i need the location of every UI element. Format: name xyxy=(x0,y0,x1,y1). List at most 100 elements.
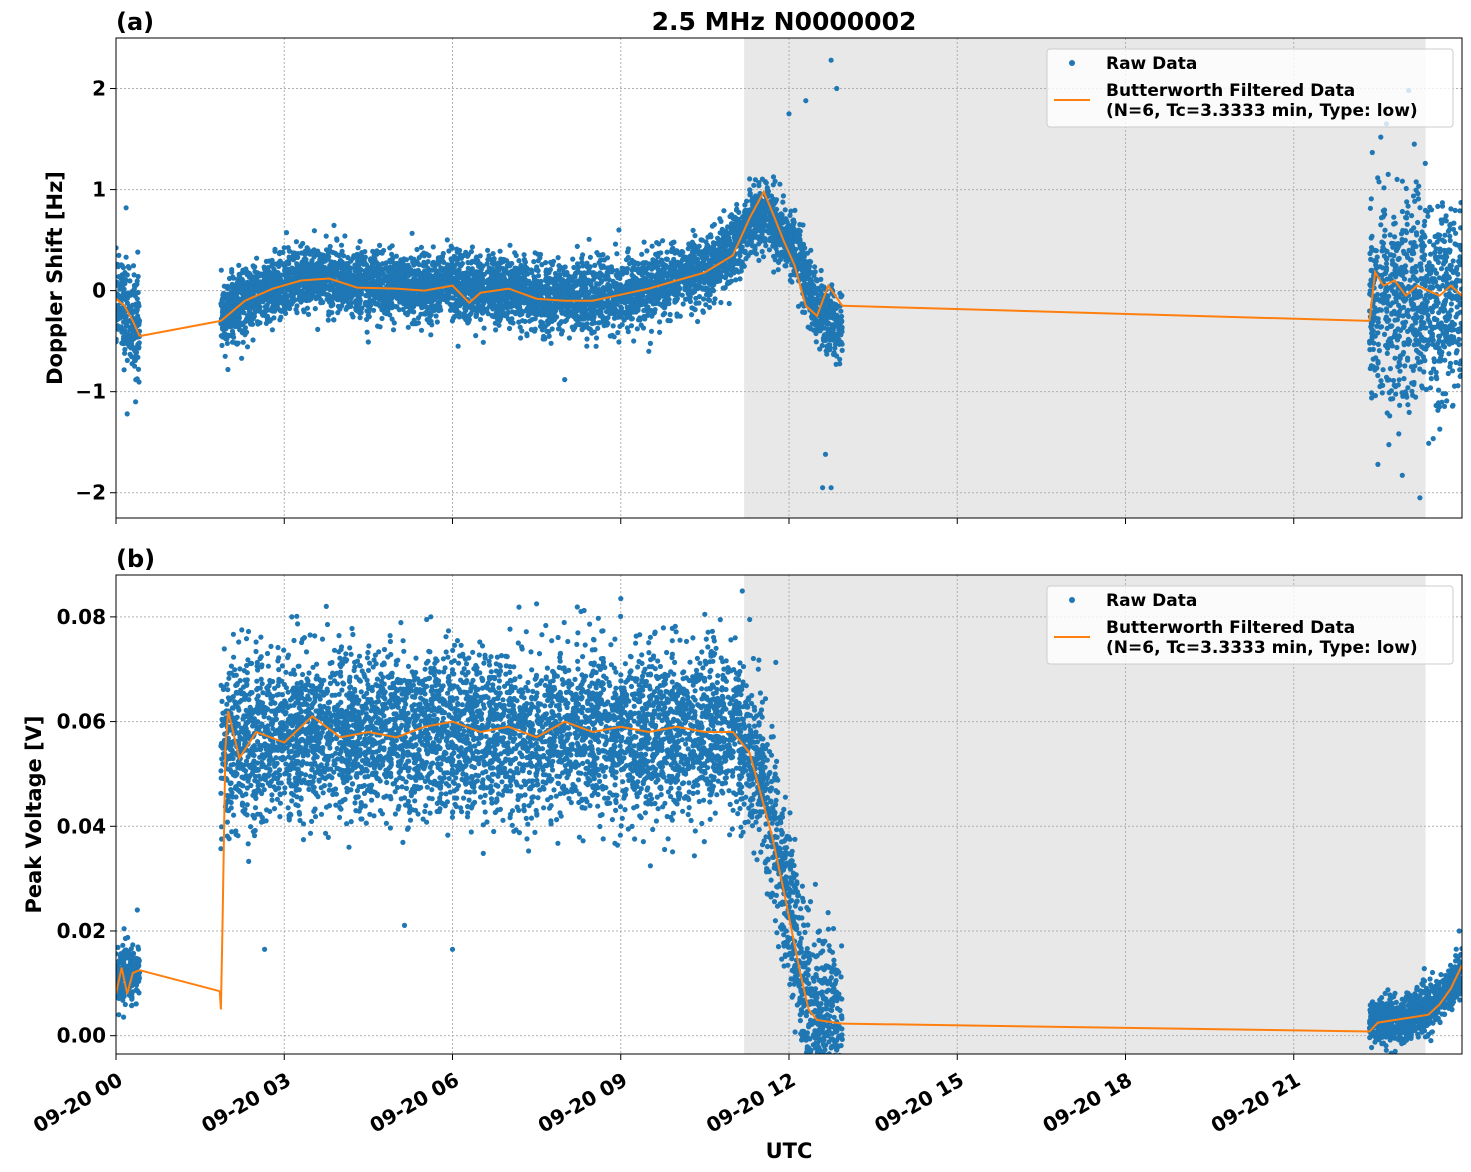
raw-data-point xyxy=(220,326,226,332)
raw-data-point xyxy=(393,253,399,259)
raw-data-point xyxy=(415,315,422,321)
raw-data-point xyxy=(817,346,823,352)
raw-data-point xyxy=(555,288,561,294)
raw-data-point xyxy=(518,335,524,341)
raw-data-point xyxy=(119,263,125,269)
raw-data-point xyxy=(776,259,782,265)
raw-data-point xyxy=(116,245,119,251)
raw-data-point xyxy=(811,273,817,279)
raw-data-point xyxy=(636,261,642,267)
raw-data-point xyxy=(572,280,578,286)
raw-data-point xyxy=(771,269,777,275)
raw-data-point xyxy=(517,312,523,318)
raw-data-point xyxy=(368,265,374,271)
raw-data-point xyxy=(390,327,397,333)
raw-data-point xyxy=(352,262,358,268)
raw-data-point xyxy=(271,315,277,321)
raw-data-point xyxy=(224,340,230,346)
raw-data-point xyxy=(551,317,558,323)
raw-data-point xyxy=(581,316,587,322)
raw-data-point xyxy=(418,244,424,250)
raw-data-point xyxy=(780,199,786,205)
raw-data-point xyxy=(658,293,664,299)
raw-data-point xyxy=(465,259,471,266)
raw-data-point xyxy=(595,289,601,295)
raw-data-point xyxy=(250,316,256,322)
raw-data-point xyxy=(411,261,418,267)
raw-data-point xyxy=(431,294,437,300)
raw-data-point xyxy=(421,259,427,265)
raw-data-point xyxy=(579,255,585,261)
raw-data-point xyxy=(273,261,279,267)
raw-data-point xyxy=(270,308,276,314)
raw-data-point xyxy=(434,319,440,325)
raw-data-point xyxy=(476,263,482,269)
raw-data-point xyxy=(284,286,290,292)
raw-data-point xyxy=(813,330,819,337)
raw-data-point xyxy=(486,269,492,275)
raw-data-point xyxy=(574,243,580,249)
raw-data-point xyxy=(630,298,636,304)
raw-data-point xyxy=(385,268,391,274)
raw-data-point xyxy=(645,309,651,315)
raw-data-point xyxy=(665,317,671,324)
raw-data-point xyxy=(278,314,284,320)
raw-data-point xyxy=(235,340,241,346)
raw-data-point xyxy=(573,316,579,322)
raw-data-point xyxy=(312,306,318,312)
raw-data-point xyxy=(791,227,797,233)
raw-data-point xyxy=(690,227,696,233)
raw-data-point xyxy=(734,206,740,212)
raw-data-point xyxy=(614,268,620,274)
raw-data-point xyxy=(532,250,538,256)
raw-data-point xyxy=(133,399,139,405)
raw-data-point xyxy=(531,328,538,334)
raw-data-point xyxy=(473,313,479,319)
raw-data-point xyxy=(246,274,252,280)
raw-data-point xyxy=(357,238,363,244)
raw-data-point xyxy=(219,342,225,348)
raw-data-point xyxy=(710,244,716,250)
raw-data-point xyxy=(792,207,798,213)
raw-data-point xyxy=(375,323,381,329)
raw-data-point xyxy=(389,316,395,322)
raw-data-point xyxy=(124,357,130,363)
raw-data-point xyxy=(505,316,512,322)
raw-data-point xyxy=(320,299,326,305)
raw-data-point xyxy=(766,247,773,253)
raw-data-point xyxy=(752,177,759,183)
raw-data-point xyxy=(574,261,581,267)
raw-data-point xyxy=(556,263,562,269)
raw-data-point xyxy=(595,325,601,331)
raw-data-point xyxy=(772,178,778,184)
raw-data-point xyxy=(494,291,500,298)
raw-data-point xyxy=(503,266,509,272)
raw-data-point xyxy=(759,228,765,235)
raw-data-point xyxy=(303,256,309,263)
raw-data-point xyxy=(762,236,768,242)
raw-data-point xyxy=(428,332,434,338)
raw-data-point xyxy=(627,261,633,267)
raw-data-point xyxy=(519,328,525,334)
raw-data-point xyxy=(531,259,537,265)
raw-data-point xyxy=(829,301,836,307)
raw-data-point xyxy=(123,313,129,319)
raw-data-point xyxy=(498,298,505,304)
raw-data-point xyxy=(340,253,347,259)
raw-data-points xyxy=(116,57,1462,501)
raw-data-point xyxy=(130,263,137,269)
raw-data-point xyxy=(673,248,680,254)
raw-data-point xyxy=(411,256,417,262)
raw-data-point xyxy=(313,296,319,302)
raw-data-point xyxy=(392,281,398,288)
raw-data-point xyxy=(254,255,260,261)
raw-data-point xyxy=(377,296,383,303)
raw-data-point xyxy=(481,308,487,314)
raw-data-point xyxy=(716,252,723,258)
raw-data-point xyxy=(364,329,370,335)
raw-data-point xyxy=(714,240,721,246)
raw-data-point xyxy=(449,269,455,275)
raw-data-point xyxy=(618,269,625,276)
raw-data-point xyxy=(611,315,618,321)
raw-data-point xyxy=(116,252,122,258)
